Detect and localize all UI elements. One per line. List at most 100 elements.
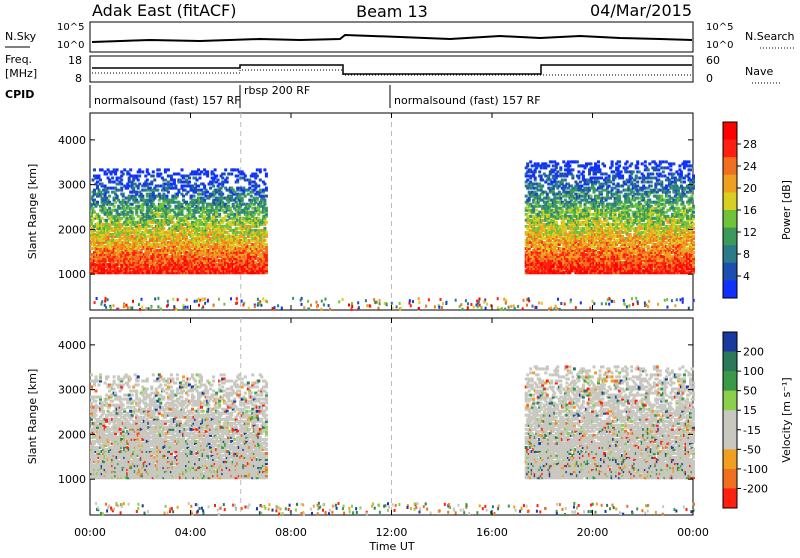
echo-cell	[263, 183, 266, 186]
echo-cell	[577, 170, 580, 173]
echo-cell	[529, 181, 532, 184]
echo-cell	[167, 191, 170, 194]
echo-cell	[117, 189, 120, 192]
freq-label: Freq.	[5, 53, 32, 66]
echo-cell	[263, 227, 266, 230]
echo-cell	[135, 175, 138, 178]
echo-cell	[241, 197, 244, 200]
echo-cell	[156, 185, 159, 188]
cpid-segment-3: normalsound (fast) 157 RF	[394, 94, 541, 107]
echo-cell	[132, 217, 135, 220]
echo-cell	[262, 195, 265, 198]
echo-cell	[177, 189, 180, 192]
echo-cell	[171, 187, 174, 190]
echo-cell	[535, 193, 538, 196]
echo-cell	[141, 170, 144, 173]
echo-cell	[132, 187, 135, 190]
echo-cell	[108, 195, 111, 198]
echo-cell	[131, 211, 134, 214]
echo-cell	[263, 239, 266, 242]
echo-cell	[265, 231, 268, 234]
echo-cell	[138, 183, 141, 186]
echo-cell	[555, 221, 558, 224]
echo-cell	[159, 173, 162, 176]
echo-cell	[138, 168, 141, 171]
echo-cell	[107, 191, 110, 194]
echo-cell	[549, 203, 552, 206]
echo-cell	[206, 170, 209, 173]
echo-cell	[580, 195, 583, 198]
echo-cell	[146, 193, 149, 196]
echo-cell	[236, 179, 239, 182]
echo-cell	[150, 181, 153, 184]
echo-cell	[256, 168, 259, 171]
echo-cell	[174, 185, 177, 188]
echo-cell	[96, 201, 99, 204]
echo-cell	[190, 209, 193, 212]
echo-cell	[254, 183, 257, 186]
echo-cell	[123, 207, 126, 210]
echo-cell	[182, 195, 185, 198]
echo-cell	[577, 175, 580, 178]
echo-cell	[90, 203, 93, 206]
echo-cell	[221, 177, 224, 180]
echo-cell	[101, 193, 104, 196]
nave-tick-bottom: 0	[706, 72, 713, 85]
echo-cell	[247, 193, 250, 196]
echo-cell	[538, 170, 541, 173]
echo-cell	[265, 187, 268, 190]
echo-cell	[122, 173, 125, 176]
echo-cell	[567, 160, 570, 163]
echo-cell	[135, 191, 138, 194]
echo-cell	[114, 201, 117, 204]
echo-cell	[104, 185, 107, 188]
cpid-label: CPID	[5, 88, 34, 101]
echo-cell	[537, 189, 540, 192]
echo-cell	[585, 162, 588, 165]
echo-cell	[582, 170, 585, 173]
echo-cell	[556, 181, 559, 184]
echo-cell	[535, 209, 538, 212]
echo-cell	[546, 193, 549, 196]
echo-cell	[164, 183, 167, 186]
date-title: 04/Mar/2015	[590, 1, 692, 20]
echo-cell	[250, 211, 253, 214]
echo-cell	[532, 183, 535, 186]
echo-cell	[244, 179, 247, 182]
echo-cell	[93, 189, 96, 192]
echo-cell	[230, 173, 233, 176]
echo-cell	[590, 195, 593, 198]
echo-cell	[191, 233, 194, 236]
echo-cell	[92, 207, 95, 210]
echo-cell	[534, 177, 537, 180]
echo-cell	[181, 168, 184, 171]
echo-cell	[167, 181, 170, 184]
echo-cell	[199, 193, 202, 196]
echo-cell	[233, 191, 236, 194]
echo-cell	[590, 162, 593, 165]
echo-cell	[184, 215, 187, 218]
echo-cell	[110, 187, 113, 190]
echo-cell	[217, 197, 220, 200]
echo-cell	[574, 203, 577, 206]
echo-cell	[181, 203, 184, 206]
echo-cell	[159, 185, 162, 188]
echo-cell	[229, 207, 232, 210]
echo-cell	[257, 185, 260, 188]
nsearch-tick-bottom: 10^0	[706, 40, 733, 51]
echo-cell	[164, 168, 167, 171]
echo-cell	[556, 175, 559, 178]
cpid-panel: CPID normalsound (fast) 157 RF rbsp 200 …	[5, 84, 541, 108]
echo-cell	[144, 175, 147, 178]
echo-cell	[187, 191, 190, 194]
echo-cell	[236, 175, 239, 178]
echo-cell	[561, 179, 564, 182]
echo-cell	[579, 181, 582, 184]
echo-cell	[120, 183, 123, 186]
echo-cell	[588, 217, 591, 220]
echo-cell	[181, 185, 184, 188]
frequency-panel: Freq. [MHz] 18 8 60 0 Nave	[5, 53, 782, 85]
echo-cell	[104, 207, 107, 210]
echo-cell	[120, 179, 123, 182]
echo-cell	[576, 160, 579, 163]
